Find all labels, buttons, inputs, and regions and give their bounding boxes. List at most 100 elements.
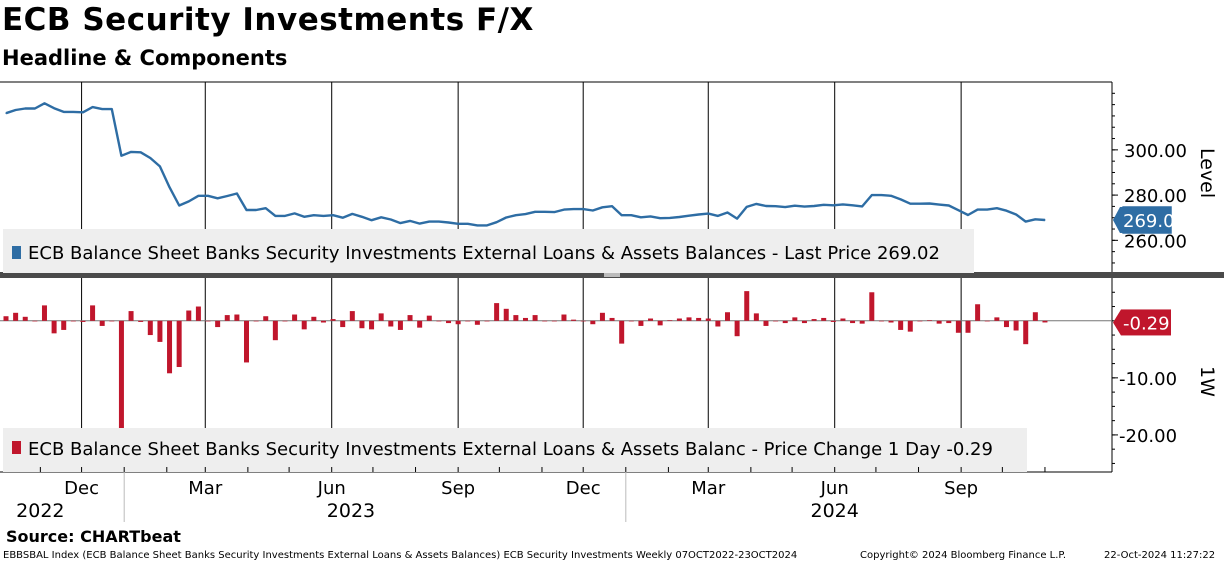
level-point [82, 111, 84, 113]
source-label: Source: CHARTbeat [6, 527, 181, 546]
change-bar [580, 320, 586, 322]
change-bar [446, 320, 452, 324]
x-year-label: 2023 [327, 500, 375, 522]
change-bar [1032, 312, 1038, 321]
level-point [726, 211, 729, 214]
level-point [803, 206, 806, 208]
level-point [928, 202, 931, 205]
level-line [5, 102, 1046, 227]
change-bar [465, 320, 471, 322]
change-bar [282, 320, 288, 322]
x-month-label: Mar [691, 478, 726, 499]
level-point [72, 111, 74, 113]
level-point [178, 204, 180, 207]
change-bar [109, 320, 115, 322]
level-point [909, 203, 911, 205]
level-point [342, 217, 344, 219]
top-y-axis-label: Level [1196, 148, 1218, 198]
top-last-value-fill [1120, 206, 1171, 233]
level-point [977, 208, 979, 211]
level-point [111, 108, 113, 110]
change-bar [1013, 320, 1019, 331]
change-bar [850, 320, 856, 324]
level-point [409, 220, 411, 222]
change-bar [1042, 320, 1048, 323]
level-point [890, 195, 892, 197]
change-bar [61, 320, 67, 330]
change-bar [3, 316, 9, 321]
change-bar [263, 316, 269, 321]
change-bar [975, 304, 981, 321]
change-bar [417, 320, 423, 328]
footer-copyright: Copyright© 2024 Bloomberg Finance L.P. [860, 550, 1067, 561]
level-point [361, 216, 363, 218]
change-bar [205, 320, 211, 322]
change-bar [320, 320, 326, 323]
level-point [332, 214, 334, 216]
chart-subtitle: Headline & Components [2, 46, 288, 70]
level-point [880, 194, 883, 196]
change-bar [13, 312, 19, 321]
change-bar [195, 306, 201, 321]
level-point [832, 204, 834, 206]
level-point [140, 151, 142, 153]
change-bar [330, 319, 336, 321]
level-point [592, 209, 594, 212]
top-y-tick-label: 260.00 [1124, 231, 1187, 252]
level-point [322, 215, 325, 217]
change-bar [147, 320, 153, 336]
change-bar [99, 320, 105, 326]
level-point [496, 221, 498, 223]
level-point [900, 198, 902, 200]
level-point [640, 216, 642, 218]
level-point [34, 107, 36, 110]
top-y-tick-label: 300.00 [1124, 141, 1187, 162]
level-point [871, 194, 873, 196]
change-bar [686, 317, 692, 321]
level-point [524, 213, 527, 215]
level-point [553, 211, 555, 213]
change-bar [484, 320, 490, 322]
level-point [630, 214, 632, 216]
level-point [159, 165, 161, 167]
change-bar [369, 320, 375, 330]
change-bar [744, 291, 750, 321]
change-bar [725, 312, 730, 321]
level-point [1015, 213, 1017, 216]
level-point [572, 208, 575, 210]
level-point [399, 222, 402, 224]
level-point [775, 205, 777, 207]
level-point [1044, 219, 1046, 221]
level-point [303, 216, 305, 218]
change-bar [176, 320, 182, 368]
change-bar [138, 320, 144, 322]
level-point [43, 102, 46, 104]
level-point [313, 214, 315, 216]
level-point [149, 157, 151, 159]
level-point [255, 209, 257, 211]
x-month-label: Jun [820, 478, 849, 499]
change-bar [590, 320, 596, 325]
change-bar [426, 315, 432, 321]
change-bar [167, 320, 173, 374]
change-bar [561, 314, 567, 321]
level-point [986, 208, 988, 211]
level-point [91, 106, 94, 108]
change-bar [571, 319, 577, 321]
change-bar [90, 305, 96, 321]
change-bar [551, 320, 557, 322]
change-bar [474, 320, 480, 325]
change-bar [763, 320, 769, 326]
level-point [515, 214, 517, 216]
level-point [486, 224, 488, 227]
change-bar [532, 315, 538, 321]
level-point [236, 192, 238, 195]
change-bar [821, 317, 827, 321]
level-point [15, 109, 17, 111]
top-legend-label: ECB Balance Sheet Banks Security Investm… [28, 243, 940, 264]
level-point [717, 215, 719, 217]
level-point [447, 221, 450, 224]
x-month-label: Sep [944, 478, 978, 499]
change-bar [782, 320, 788, 324]
panel-divider-handle [604, 273, 620, 277]
